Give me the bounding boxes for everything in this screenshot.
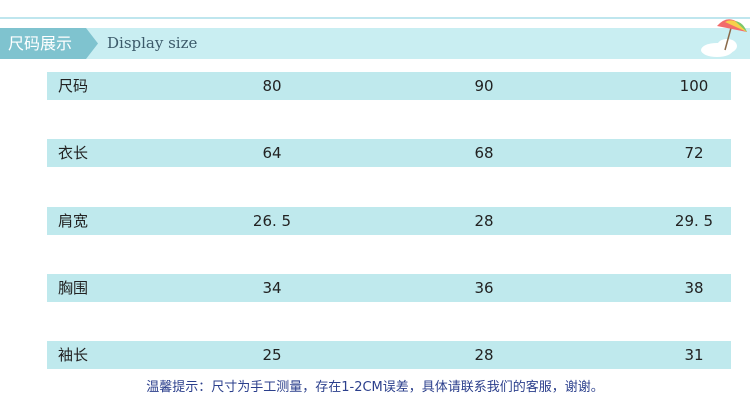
header-tab (0, 28, 98, 59)
cloud (717, 39, 737, 53)
umbrella-icon (701, 19, 747, 57)
table-row: 肩宽 26. 5 28 29. 5 (47, 207, 731, 235)
size-value: 26. 5 (252, 212, 292, 230)
size-value: 34 (262, 279, 282, 297)
size-value: 36 (474, 279, 494, 297)
size-value: 25 (262, 346, 282, 364)
row-label: 肩宽 (58, 212, 89, 230)
size-value: 29. 5 (674, 212, 714, 230)
table-row: 尺码 80 90 100 (47, 72, 731, 100)
top-line (0, 17, 750, 19)
size-value: 28 (474, 346, 494, 364)
header-title: 尺码展示 (8, 34, 73, 53)
umbrella-top (725, 20, 747, 32)
size-value: 68 (474, 144, 494, 162)
size-value: 31 (684, 346, 704, 364)
table-row: 袖长 25 28 31 (47, 341, 731, 369)
size-value: 64 (262, 144, 282, 162)
umbrella-handle (724, 27, 732, 51)
header-subtitle: Display size (107, 34, 198, 52)
size-value: 72 (684, 144, 704, 162)
row-label: 尺码 (58, 77, 89, 95)
table-row: 胸围 34 36 38 (47, 274, 731, 302)
row-label: 袖长 (58, 346, 89, 364)
header-band (0, 28, 750, 59)
size-value: 38 (684, 279, 704, 297)
size-value: 90 (474, 77, 494, 95)
umbrella-top (735, 21, 747, 32)
row-label: 衣长 (58, 144, 89, 162)
size-value: 28 (474, 212, 494, 230)
tab-shape (0, 28, 98, 59)
size-value: 80 (262, 77, 282, 95)
size-value: 100 (679, 77, 709, 95)
footer-note: 温馨提示：尺寸为手工测量，存在1-2CM误差，具体请联系我们的客服，谢谢。 (146, 380, 604, 395)
row-label: 胸围 (58, 279, 89, 297)
table-row: 衣长 64 68 72 (47, 139, 731, 167)
umbrella-top (717, 19, 747, 32)
